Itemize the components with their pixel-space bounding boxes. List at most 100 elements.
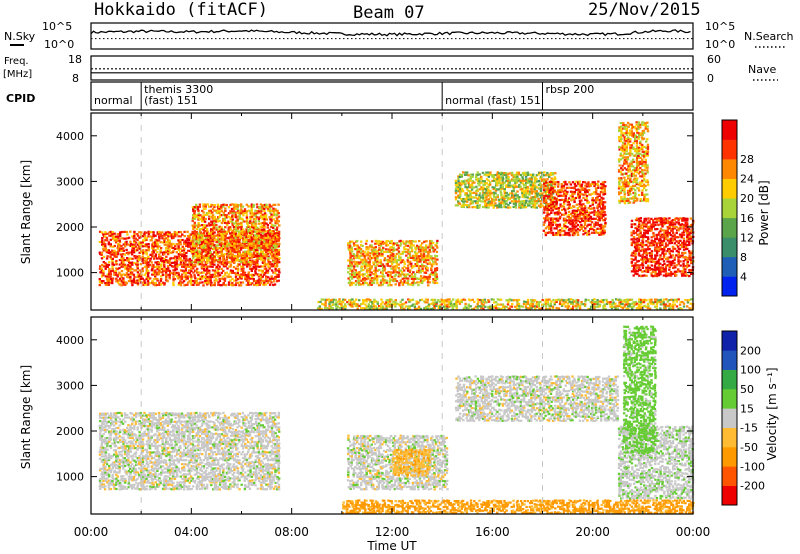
echo-cell	[261, 275, 264, 278]
echo-cell	[435, 275, 439, 278]
echo-cell	[109, 255, 112, 259]
echo-cell	[419, 260, 422, 263]
echo-cell	[356, 244, 359, 247]
echo-cell	[602, 197, 605, 200]
echo-cell	[220, 207, 223, 210]
echo-cell	[263, 253, 266, 256]
echo-cell	[641, 264, 645, 267]
echo-cell	[129, 276, 132, 279]
echo-cell	[141, 255, 144, 258]
echo-cell	[634, 256, 637, 259]
echo-cell	[109, 275, 112, 278]
echo-cell	[397, 267, 400, 270]
echo-cell	[646, 232, 649, 235]
echo-cell	[193, 236, 196, 239]
echo-cell	[516, 190, 519, 193]
echo-cell	[183, 247, 186, 250]
echo-cell	[577, 217, 580, 220]
echo-cell	[668, 264, 671, 267]
echo-cell	[400, 242, 403, 245]
echo-cell	[494, 192, 497, 195]
echo-cell	[537, 179, 541, 183]
echo-cell	[630, 260, 634, 263]
echo-cell	[551, 199, 554, 202]
echo-cell	[98, 251, 101, 254]
echo-cell	[596, 183, 599, 186]
echo-cell	[352, 242, 356, 245]
echo-cell	[198, 230, 202, 233]
echo-cell	[159, 235, 162, 238]
echo-cell	[515, 173, 518, 176]
echo-cell	[277, 279, 280, 282]
echo-cell	[241, 205, 245, 208]
echo-cell	[630, 270, 634, 273]
echo-cell	[264, 236, 268, 240]
echo-cell	[255, 203, 259, 206]
echo-cell	[412, 271, 415, 274]
echo-cell	[130, 281, 134, 284]
echo-cell	[198, 250, 201, 253]
echo-cell	[263, 245, 266, 248]
echo-cell	[156, 278, 159, 281]
echo-cell	[587, 201, 591, 204]
echo-cell	[157, 261, 161, 264]
echo-cell	[412, 280, 415, 283]
echo-cell	[374, 273, 378, 276]
echo-cell	[154, 271, 157, 274]
echo-cell	[183, 230, 186, 233]
echo-cell	[213, 260, 216, 263]
echo-cell	[182, 280, 186, 283]
echo-cell	[485, 198, 488, 201]
echo-cell	[530, 178, 534, 181]
echo-cell	[249, 250, 252, 253]
echo-cell	[471, 173, 474, 176]
echo-cell	[421, 267, 424, 270]
echo-cell	[571, 186, 574, 189]
echo-cell	[383, 257, 387, 260]
echo-cell	[188, 245, 191, 248]
freq-tick-top: 18	[68, 53, 82, 66]
echo-cell	[652, 234, 655, 237]
echo-cell	[203, 234, 207, 237]
echo-cell	[469, 179, 472, 182]
echo-cell	[362, 275, 365, 278]
echo-cell	[227, 275, 230, 279]
echo-cell	[225, 204, 228, 207]
echo-cell	[211, 242, 215, 245]
echo-cell	[530, 188, 533, 191]
echo-cell	[238, 234, 241, 237]
echo-cell	[590, 221, 594, 224]
echo-cell	[254, 224, 258, 227]
echo-cell	[213, 205, 216, 209]
echo-cell	[576, 233, 580, 236]
echo-cell	[478, 206, 481, 209]
echo-cell	[503, 190, 506, 193]
echo-cell	[581, 187, 585, 190]
echo-cell	[380, 250, 383, 253]
echo-cell	[388, 259, 391, 262]
echo-cell	[430, 257, 433, 260]
echo-cell	[247, 275, 250, 278]
echo-cell	[549, 192, 553, 195]
echo-cell	[222, 242, 225, 245]
echo-cell	[454, 192, 458, 195]
echo-cell	[238, 255, 241, 258]
echo-cell	[116, 273, 119, 276]
echo-cell	[164, 277, 168, 280]
echo-cell	[129, 240, 132, 243]
echo-cell	[145, 259, 148, 262]
echo-cell	[133, 235, 136, 238]
echo-cell	[543, 171, 546, 174]
echo-cell	[210, 281, 213, 284]
echo-cell	[359, 248, 363, 251]
echo-cell	[382, 246, 385, 249]
echo-cell	[224, 244, 227, 247]
echo-cell	[507, 176, 510, 179]
echo-cell	[546, 188, 549, 191]
echo-cell	[213, 234, 216, 237]
echo-cell	[112, 237, 116, 240]
echo-cell	[205, 267, 209, 270]
echo-cell	[207, 212, 210, 215]
echo-cell	[381, 263, 385, 266]
echo-cell	[251, 276, 254, 279]
